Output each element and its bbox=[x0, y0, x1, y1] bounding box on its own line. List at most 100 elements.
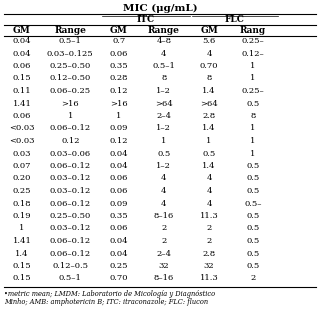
Text: 2–4: 2–4 bbox=[156, 250, 172, 258]
Text: 0.12: 0.12 bbox=[109, 137, 128, 145]
Text: 0.06: 0.06 bbox=[109, 50, 128, 58]
Text: 0.70: 0.70 bbox=[109, 275, 128, 283]
Text: 1: 1 bbox=[250, 149, 255, 157]
Text: Range: Range bbox=[54, 26, 86, 35]
Text: 1: 1 bbox=[161, 137, 167, 145]
Text: 0.06–0.12: 0.06–0.12 bbox=[50, 250, 91, 258]
Text: 0.5: 0.5 bbox=[203, 149, 216, 157]
Text: 4: 4 bbox=[206, 199, 212, 207]
Text: MIC (μg/mL): MIC (μg/mL) bbox=[123, 4, 197, 13]
Text: 0.03–0.12: 0.03–0.12 bbox=[50, 187, 91, 195]
Text: 0.25: 0.25 bbox=[109, 262, 128, 270]
Text: 2.8: 2.8 bbox=[203, 250, 216, 258]
Text: 1.41: 1.41 bbox=[12, 100, 31, 108]
Text: 0.5: 0.5 bbox=[246, 174, 260, 182]
Text: 1: 1 bbox=[206, 137, 212, 145]
Text: 0.5: 0.5 bbox=[246, 187, 260, 195]
Text: 0.03–0.12: 0.03–0.12 bbox=[50, 225, 91, 233]
Text: 0.04: 0.04 bbox=[109, 250, 128, 258]
Text: 1: 1 bbox=[250, 75, 255, 83]
Text: 1: 1 bbox=[19, 225, 25, 233]
Text: GM: GM bbox=[200, 26, 218, 35]
Text: 32: 32 bbox=[159, 262, 169, 270]
Text: 1: 1 bbox=[250, 124, 255, 132]
Text: 1.41: 1.41 bbox=[12, 237, 31, 245]
Text: 32: 32 bbox=[204, 262, 214, 270]
Text: 0.03–0.06: 0.03–0.06 bbox=[50, 149, 91, 157]
Text: 0.15: 0.15 bbox=[12, 75, 31, 83]
Text: 0.35: 0.35 bbox=[109, 62, 128, 70]
Text: 1–2: 1–2 bbox=[156, 162, 171, 170]
Text: 4: 4 bbox=[161, 174, 167, 182]
Text: 1: 1 bbox=[116, 112, 121, 120]
Text: 8–16: 8–16 bbox=[154, 275, 174, 283]
Text: >16: >16 bbox=[61, 100, 79, 108]
Text: 1: 1 bbox=[250, 62, 255, 70]
Text: 0.20: 0.20 bbox=[13, 174, 31, 182]
Text: 0.25–0.50: 0.25–0.50 bbox=[50, 212, 91, 220]
Text: 0.12–0.50: 0.12–0.50 bbox=[50, 75, 91, 83]
Text: 0.03: 0.03 bbox=[13, 149, 31, 157]
Text: 0.06–0.12: 0.06–0.12 bbox=[50, 199, 91, 207]
Text: 2: 2 bbox=[161, 237, 166, 245]
Text: 0.25–: 0.25– bbox=[242, 37, 264, 45]
Text: 0.35: 0.35 bbox=[109, 212, 128, 220]
Text: 0.06: 0.06 bbox=[13, 112, 31, 120]
Text: 0.5–1: 0.5–1 bbox=[152, 62, 175, 70]
Text: 0.5: 0.5 bbox=[157, 149, 171, 157]
Text: 1: 1 bbox=[68, 112, 73, 120]
Text: 2: 2 bbox=[206, 237, 212, 245]
Text: 4: 4 bbox=[161, 50, 167, 58]
Text: >64: >64 bbox=[155, 100, 173, 108]
Text: 0.09: 0.09 bbox=[109, 124, 128, 132]
Text: 2: 2 bbox=[161, 225, 166, 233]
Text: 0.06–0.12: 0.06–0.12 bbox=[50, 124, 91, 132]
Text: 0.12: 0.12 bbox=[109, 87, 128, 95]
Text: Rang: Rang bbox=[240, 26, 266, 35]
Text: •metric mean; LMDM: Laboratorio de Micología y Diagnóstico: •metric mean; LMDM: Laboratorio de Micol… bbox=[4, 290, 215, 298]
Text: 4–8: 4–8 bbox=[156, 37, 172, 45]
Text: 8: 8 bbox=[250, 112, 255, 120]
Text: 0.5: 0.5 bbox=[246, 250, 260, 258]
Text: 8–16: 8–16 bbox=[154, 212, 174, 220]
Text: 8: 8 bbox=[161, 75, 167, 83]
Text: 4: 4 bbox=[206, 50, 212, 58]
Text: GM: GM bbox=[13, 26, 31, 35]
Text: 0.06–0.12: 0.06–0.12 bbox=[50, 237, 91, 245]
Text: 0.04: 0.04 bbox=[12, 37, 31, 45]
Text: Range: Range bbox=[148, 26, 180, 35]
Text: 0.5: 0.5 bbox=[246, 262, 260, 270]
Text: 0.06–0.25: 0.06–0.25 bbox=[50, 87, 91, 95]
Text: 0.28: 0.28 bbox=[109, 75, 128, 83]
Text: 0.06: 0.06 bbox=[109, 225, 128, 233]
Text: 0.03–0.125: 0.03–0.125 bbox=[47, 50, 94, 58]
Text: 4: 4 bbox=[206, 174, 212, 182]
Text: 0.18: 0.18 bbox=[12, 199, 31, 207]
Text: 0.15: 0.15 bbox=[12, 275, 31, 283]
Text: 0.09: 0.09 bbox=[109, 199, 128, 207]
Text: 0.5: 0.5 bbox=[246, 100, 260, 108]
Text: 1–2: 1–2 bbox=[156, 124, 171, 132]
Text: >16: >16 bbox=[110, 100, 127, 108]
Text: 0.11: 0.11 bbox=[12, 87, 31, 95]
Text: 0.03–0.12: 0.03–0.12 bbox=[50, 174, 91, 182]
Text: 0.06: 0.06 bbox=[109, 174, 128, 182]
Text: 0.19: 0.19 bbox=[12, 212, 31, 220]
Text: 0.04: 0.04 bbox=[109, 237, 128, 245]
Text: 0.25–: 0.25– bbox=[242, 87, 264, 95]
Text: 5.6: 5.6 bbox=[203, 37, 216, 45]
Text: <0.03: <0.03 bbox=[9, 137, 35, 145]
Text: 1–2: 1–2 bbox=[156, 87, 171, 95]
Text: 0.12–: 0.12– bbox=[242, 50, 264, 58]
Text: GM: GM bbox=[110, 26, 128, 35]
Text: 8: 8 bbox=[206, 75, 212, 83]
Text: 1.4: 1.4 bbox=[202, 162, 216, 170]
Text: 11.3: 11.3 bbox=[200, 275, 219, 283]
Text: 0.12: 0.12 bbox=[61, 137, 80, 145]
Text: 0.7: 0.7 bbox=[112, 37, 125, 45]
Text: 4: 4 bbox=[161, 199, 167, 207]
Text: FLC: FLC bbox=[225, 15, 245, 24]
Text: 1.4: 1.4 bbox=[15, 250, 29, 258]
Text: 0.04: 0.04 bbox=[109, 162, 128, 170]
Text: 2: 2 bbox=[250, 275, 255, 283]
